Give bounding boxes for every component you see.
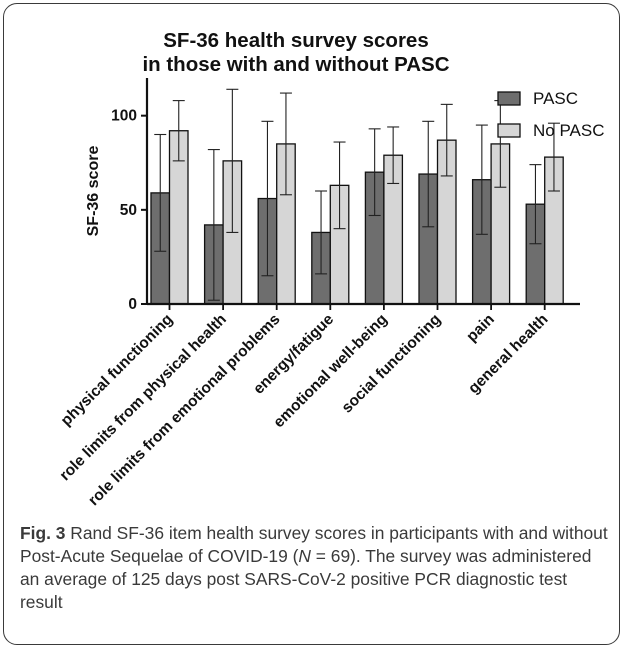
x-tick-label: pain xyxy=(463,311,498,346)
chart-title-line: SF-36 health survey scores xyxy=(163,29,429,52)
y-tick-label: 100 xyxy=(111,108,137,125)
x-tick-label: role limits from emotional problems xyxy=(85,311,283,509)
caption-n-symbol: N xyxy=(298,546,311,566)
y-tick-label: 50 xyxy=(120,202,137,219)
legend-label-pasc: PASC xyxy=(533,89,578,108)
legend-swatch-no-pasc xyxy=(497,123,521,138)
figure-frame xyxy=(3,3,620,645)
x-tick-label: social functioning xyxy=(339,311,445,417)
y-tick-label: 0 xyxy=(128,296,137,313)
caption-fig-label: Fig. 3 xyxy=(20,523,66,543)
legend-label-no-pasc: No PASC xyxy=(533,121,605,140)
caption-text-2: = 69). The survey was administered an av… xyxy=(20,546,592,612)
figure-caption: Fig. 3 Rand SF-36 item health survey sco… xyxy=(20,522,610,614)
caption-text-1: Rand SF-36 item health survey scores in … xyxy=(20,523,608,566)
legend-swatch-pasc xyxy=(497,91,521,106)
y-axis-label: SF-36 score xyxy=(85,146,102,237)
chart-title-line: in those with and without PASC xyxy=(142,53,449,76)
